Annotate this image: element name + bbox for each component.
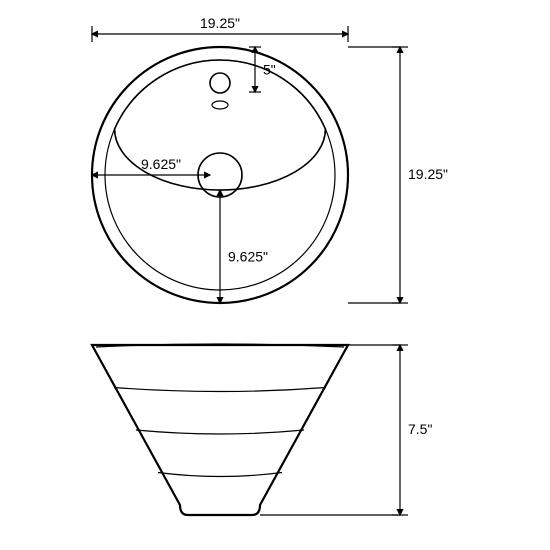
dim-height: 19.25"	[408, 166, 448, 182]
side-view	[92, 344, 348, 515]
dim-width: 19.25"	[200, 15, 240, 31]
dim-faucet-depth: 5"	[263, 62, 276, 78]
dim-side-height: 7.5"	[408, 421, 432, 437]
dim-radius-v: 9.625"	[228, 249, 268, 265]
dim-radius-h: 9.625"	[141, 156, 181, 172]
technical-drawing: 19.25" 19.25" 5" 9.625" 9.625" 7.5"	[0, 0, 550, 550]
